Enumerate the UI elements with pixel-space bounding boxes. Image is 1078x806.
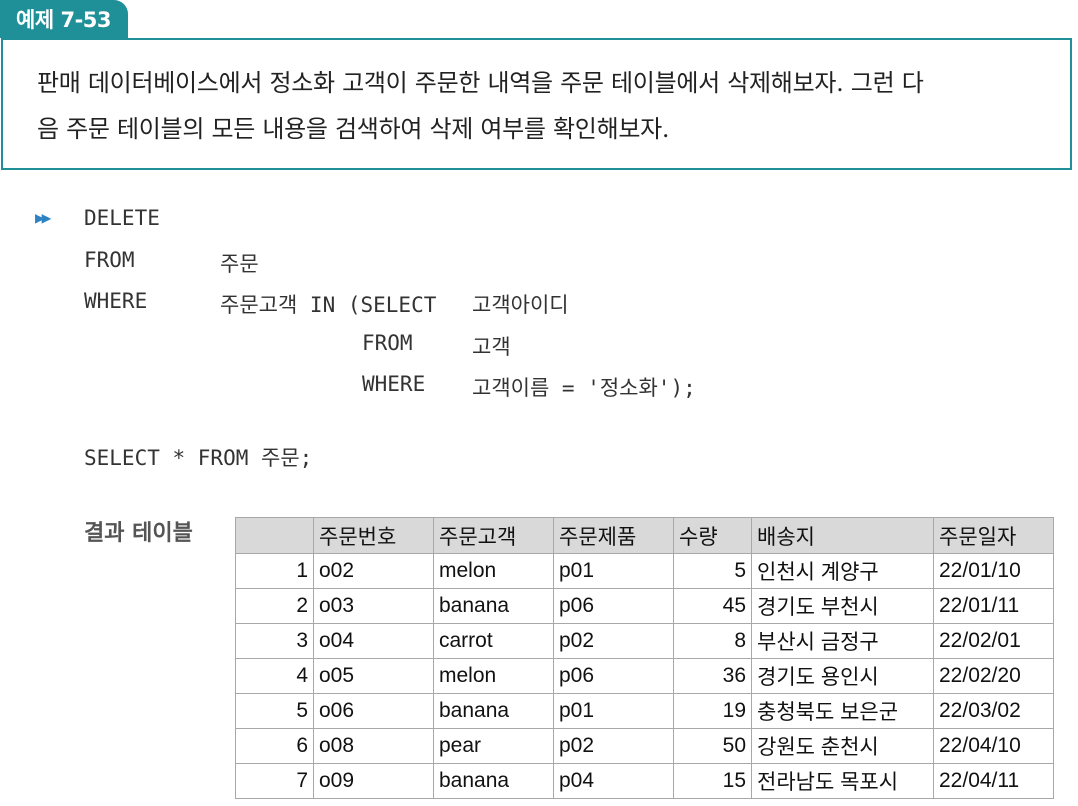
cell: p01: [553, 693, 674, 729]
cell: o08: [313, 728, 434, 764]
row-index: 2: [235, 588, 314, 624]
cell: o03: [313, 588, 434, 624]
cell: banana: [433, 693, 554, 729]
problem-line-1: 판매 데이터베이스에서 정소화 고객이 주문한 내역을 주문 테이블에서 삭제해…: [37, 69, 924, 97]
problem-box: 판매 데이터베이스에서 정소화 고객이 주문한 내역을 주문 테이블에서 삭제해…: [1, 38, 1072, 170]
table-row: 6 o08 pear p02 50 강원도 춘천시 22/04/10: [235, 728, 1054, 764]
cell: o06: [313, 693, 434, 729]
code-from-table: 주문: [220, 252, 259, 276]
code-where-condition: 주문고객 IN (SELECT: [220, 293, 437, 317]
cell: o04: [313, 623, 434, 659]
cell: 36: [673, 658, 752, 694]
header-cell: 수량: [673, 517, 752, 554]
cell: 50: [673, 728, 752, 764]
cell: o02: [313, 553, 434, 589]
code-subquery-from: FROM: [362, 331, 413, 355]
cell: 22/01/11: [933, 588, 1054, 624]
result-table-label: 결과 테이블: [84, 521, 193, 546]
example-tag: 예제 7-53: [0, 0, 128, 38]
cell: p01: [553, 553, 674, 589]
table-row: 5 o06 banana p01 19 충청북도 보은군 22/03/02: [235, 693, 1054, 729]
table-row: 1 o02 melon p01 5 인천시 계양구 22/01/10: [235, 553, 1054, 589]
code-subquery-where: WHERE: [362, 372, 426, 396]
code-select-all: SELECT * FROM 주문;: [84, 446, 313, 470]
cell: 강원도 춘천시: [751, 728, 934, 764]
cell: banana: [433, 763, 554, 799]
cell: o09: [313, 763, 434, 799]
cell: 19: [673, 693, 752, 729]
cell: 충청북도 보은군: [751, 693, 934, 729]
cell: 8: [673, 623, 752, 659]
header-cell: 주문고객: [433, 517, 554, 554]
table-row: 4 o05 melon p06 36 경기도 용인시 22/02/20: [235, 658, 1054, 694]
header-cell: 배송지: [751, 517, 934, 554]
row-index: 6: [235, 728, 314, 764]
cell: p02: [553, 728, 674, 764]
cell: 22/03/02: [933, 693, 1054, 729]
code-delete: DELETE: [84, 206, 160, 230]
cell: p04: [553, 763, 674, 799]
result-table: 주문번호 주문고객 주문제품 수량 배송지 주문일자 1 o02 melon p…: [235, 517, 1054, 799]
cell: o05: [313, 658, 434, 694]
cell: melon: [433, 658, 554, 694]
cell: 15: [673, 763, 752, 799]
cell: 45: [673, 588, 752, 624]
cell: 22/01/10: [933, 553, 1054, 589]
cell: 경기도 용인시: [751, 658, 934, 694]
table-row: 7 o09 banana p04 15 전라남도 목포시 22/04/11: [235, 763, 1054, 799]
cell: 22/04/10: [933, 728, 1054, 764]
table-row: 3 o04 carrot p02 8 부산시 금정구 22/02/01: [235, 623, 1054, 659]
row-index: 1: [235, 553, 314, 589]
cell: 부산시 금정구: [751, 623, 934, 659]
code-from-keyword: FROM: [84, 248, 135, 272]
code-subquery-condition: 고객이름 = '정소화');: [472, 376, 696, 400]
header-cell: 주문제품: [553, 517, 674, 554]
cell: banana: [433, 588, 554, 624]
header-cell-index: [235, 517, 314, 554]
row-index: 3: [235, 623, 314, 659]
code-where-keyword: WHERE: [84, 289, 148, 313]
play-arrows-icon: ▶▶: [35, 208, 51, 227]
row-index: 5: [235, 693, 314, 729]
cell: p06: [553, 658, 674, 694]
cell: 22/04/11: [933, 763, 1054, 799]
cell: 인천시 계양구: [751, 553, 934, 589]
table-header-row: 주문번호 주문고객 주문제품 수량 배송지 주문일자: [235, 517, 1054, 554]
cell: carrot: [433, 623, 554, 659]
cell: p06: [553, 588, 674, 624]
cell: 전라남도 목포시: [751, 763, 934, 799]
cell: pear: [433, 728, 554, 764]
cell: 5: [673, 553, 752, 589]
table-row: 2 o03 banana p06 45 경기도 부천시 22/01/11: [235, 588, 1054, 624]
cell: melon: [433, 553, 554, 589]
row-index: 4: [235, 658, 314, 694]
code-subquery-table: 고객: [472, 335, 511, 359]
cell: 22/02/01: [933, 623, 1054, 659]
code-select-column: 고객아이디: [472, 293, 569, 317]
header-cell: 주문일자: [933, 517, 1054, 554]
problem-line-2: 음 주문 테이블의 모든 내용을 검색하여 삭제 여부를 확인해보자.: [37, 115, 670, 143]
cell: p02: [553, 623, 674, 659]
header-cell: 주문번호: [313, 517, 434, 554]
row-index: 7: [235, 763, 314, 799]
cell: 경기도 부천시: [751, 588, 934, 624]
cell: 22/02/20: [933, 658, 1054, 694]
